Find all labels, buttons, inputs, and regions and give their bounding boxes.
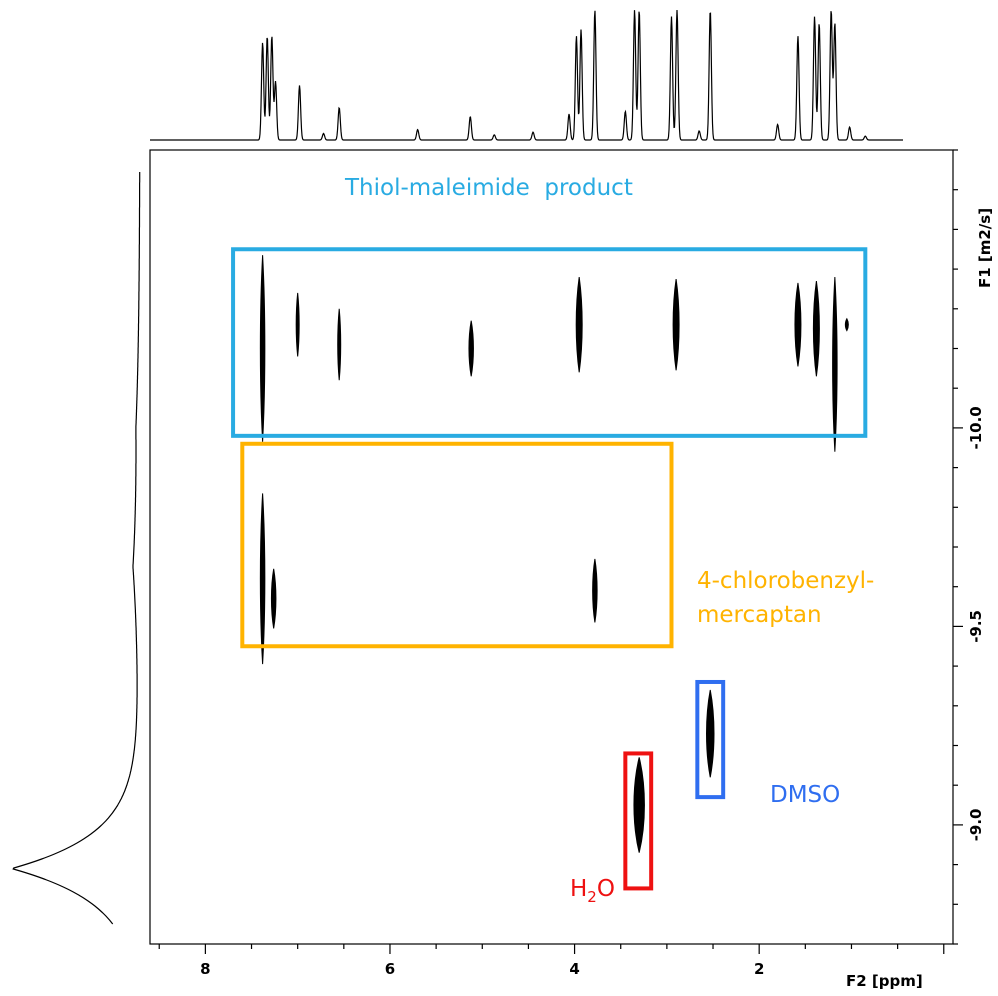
thiol-maleimide-label: Thiol-maleimide product	[344, 175, 633, 201]
region-box-3	[623, 751, 654, 891]
x-tick-label: 2	[754, 960, 764, 978]
region-box-group	[231, 247, 868, 891]
y-tick-label: -9.5	[967, 610, 985, 643]
water-label-h: H	[570, 876, 587, 902]
cross-peak-9	[844, 317, 849, 332]
dmso-label: DMSO	[770, 782, 840, 808]
diffusion-spectrum-trace	[12, 172, 141, 925]
cross-peak-12	[592, 558, 598, 623]
cross-peak-4	[575, 276, 583, 373]
cross-peak-2	[337, 308, 342, 381]
region-box-0	[231, 247, 868, 438]
cross-peak-14	[706, 689, 715, 778]
cross-peak-11	[270, 568, 277, 629]
x-tick-label: 4	[569, 960, 579, 978]
mercaptan-label-line1: 4-chlorobenzyl-	[697, 568, 874, 594]
plot-frame	[149, 149, 954, 945]
mercaptan-label-line2: mercaptan	[697, 602, 822, 628]
y-tick-label: -9.0	[967, 808, 985, 841]
cross-peak-3	[468, 320, 474, 377]
cross-peak-group	[259, 255, 849, 853]
cross-peak-13	[633, 757, 645, 853]
cross-peak-7	[812, 280, 820, 377]
water-label-subscript: 2	[587, 888, 597, 906]
cross-peak-1	[295, 292, 300, 357]
water-label-o: O	[597, 876, 615, 902]
region-box-1	[240, 441, 674, 649]
x-axis-title: F2 [ppm]	[846, 972, 923, 990]
cross-peak-10	[259, 493, 266, 665]
diffusion-projection	[12, 172, 141, 925]
y-axis-ticks: -10.0 -9.5 -9.0	[953, 149, 985, 945]
y-tick-label: -10.0	[967, 406, 985, 449]
y-axis-title: F1 [m2/s]	[976, 208, 994, 288]
cross-peak-5	[672, 278, 680, 371]
proton-spectrum-trace	[150, 9, 903, 141]
x-tick-label: 6	[385, 960, 395, 978]
proton-projection	[150, 9, 903, 141]
x-axis-ticks: 8 6 4 2	[158, 944, 945, 978]
x-tick-label: 8	[200, 960, 210, 978]
water-label: H2O	[570, 876, 615, 906]
cross-peak-6	[794, 282, 802, 367]
region-box-2	[695, 679, 726, 800]
cross-peak-0	[259, 255, 266, 442]
cross-peak-8	[832, 277, 838, 452]
